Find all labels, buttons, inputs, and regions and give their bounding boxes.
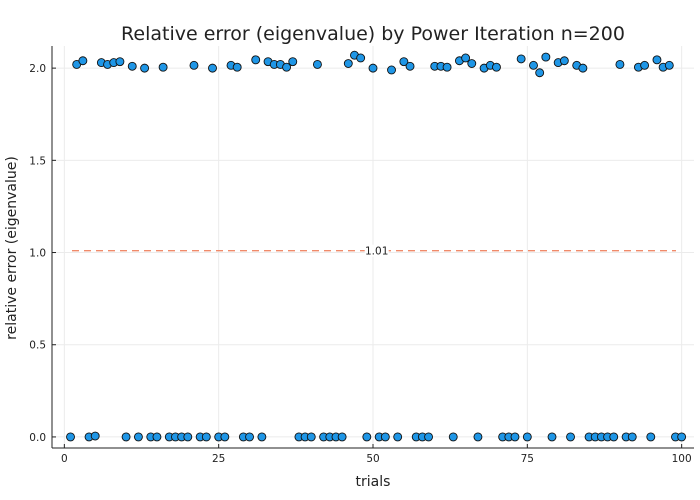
data-point [257, 432, 267, 442]
data-point [208, 63, 217, 73]
data-point [312, 59, 322, 69]
data-point [652, 55, 662, 65]
data-point [541, 52, 551, 62]
axes: 0 25 50 75 100 0.0 0.5 1.0 1.5 2.0 [29, 46, 694, 465]
data-point [343, 59, 353, 68]
data-point [232, 62, 242, 72]
data-point [380, 432, 390, 442]
y-tick-label: 2.0 [29, 63, 46, 75]
data-point [201, 432, 211, 442]
data-point [282, 62, 292, 72]
data-point [183, 432, 193, 442]
y-axis-label: relative error (eigenvalue) [4, 156, 20, 340]
data-point [90, 431, 100, 441]
data-point [356, 53, 366, 63]
reference-line-label-bg [364, 244, 389, 257]
data-point [127, 61, 137, 71]
data-point [251, 55, 261, 65]
data-point [615, 59, 625, 69]
data-point [368, 63, 378, 73]
data-point [677, 432, 687, 442]
y-tick-label: 0.5 [29, 340, 46, 352]
y-tick-label: 1.0 [29, 248, 46, 260]
data-point [158, 62, 168, 72]
data-point [529, 60, 538, 70]
x-tick-label: 50 [366, 453, 379, 465]
x-axis-label: trials [356, 474, 391, 490]
data-point [220, 432, 230, 442]
data-point [547, 432, 557, 442]
x-tick-label: 0 [61, 453, 68, 465]
data-point [609, 432, 619, 442]
reference-line-label: 1.01 [365, 246, 388, 258]
data-point [473, 432, 483, 442]
y-tick-label: 1.5 [29, 155, 46, 167]
data-point [664, 60, 674, 70]
data-point [510, 432, 520, 442]
data-points [66, 50, 687, 442]
data-point [578, 63, 588, 73]
x-tick-label: 25 [212, 453, 225, 465]
data-point [559, 56, 569, 66]
data-point [306, 432, 316, 442]
data-point [627, 432, 637, 442]
data-point [399, 57, 409, 67]
data-point [393, 432, 403, 442]
data-point [522, 432, 532, 442]
data-point [646, 432, 656, 442]
data-point [66, 432, 75, 442]
chart-title: Relative error (eigenvalue) by Power Ite… [121, 23, 625, 45]
x-tick-label: 75 [521, 453, 534, 465]
data-point [492, 62, 501, 72]
data-point [405, 61, 415, 71]
data-point [152, 432, 162, 442]
reference-line-group: 1.01 [72, 244, 676, 258]
x-tick-label: 100 [672, 453, 692, 465]
data-point [133, 432, 143, 442]
data-point [424, 432, 434, 442]
data-point [387, 65, 396, 75]
data-point [337, 432, 347, 442]
data-point [362, 432, 372, 442]
data-point [189, 60, 199, 70]
data-point [516, 54, 526, 64]
data-point [448, 432, 458, 442]
y-tick-label: 0.0 [29, 432, 46, 444]
data-point [245, 432, 254, 442]
data-point [78, 56, 88, 66]
data-point [535, 68, 545, 78]
data-point [640, 60, 650, 70]
data-point [467, 59, 477, 68]
data-point [140, 63, 150, 73]
data-point [121, 432, 131, 442]
data-point [288, 57, 298, 67]
data-point [461, 53, 471, 63]
data-point [566, 432, 575, 442]
data-point [442, 62, 452, 72]
data-point [115, 57, 125, 67]
